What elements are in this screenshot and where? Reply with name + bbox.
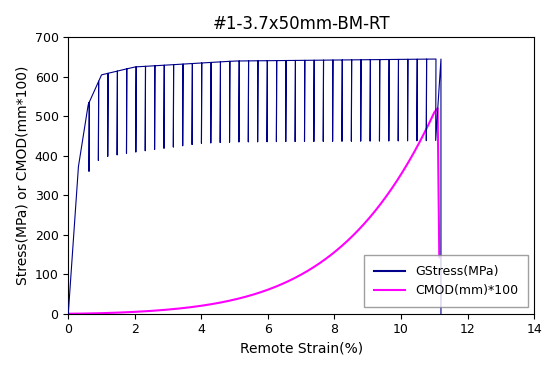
X-axis label: Remote Strain(%): Remote Strain(%) bbox=[240, 342, 363, 356]
Legend: GStress(MPa), CMOD(mm)*100: GStress(MPa), CMOD(mm)*100 bbox=[364, 255, 528, 308]
Title: #1-3.7x50mm-BM-RT: #1-3.7x50mm-BM-RT bbox=[212, 15, 390, 33]
Y-axis label: Stress(MPa) or CMOD(mm*100): Stress(MPa) or CMOD(mm*100) bbox=[15, 66, 29, 285]
